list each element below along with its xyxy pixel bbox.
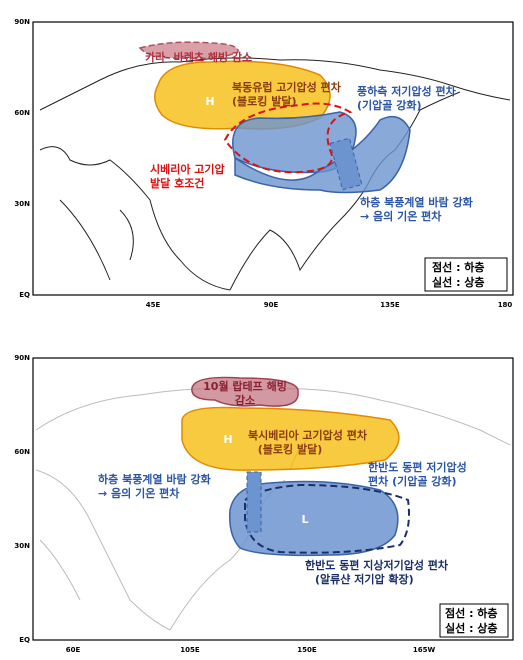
annotation: 북동유럽 고기압성 편차 xyxy=(232,80,342,94)
region xyxy=(244,483,410,554)
lat-label: 90N xyxy=(14,354,30,362)
annotation: 편차 (기압골 강화) xyxy=(368,474,457,488)
annotation: → 음의 기온 편차 xyxy=(98,486,180,500)
lat-label: 30N xyxy=(14,542,30,550)
annotation: 카라- 바렌츠 해빙 감소 xyxy=(145,50,252,64)
lon-label: 90E xyxy=(264,301,279,309)
lon-label: 45E xyxy=(146,301,161,309)
annotation: (블로킹 발달) xyxy=(258,442,322,456)
lat-label: EQ xyxy=(19,636,30,644)
annotation: 북시베리아 고기압성 편차 xyxy=(248,428,368,442)
annotation: (블로킹 발달) xyxy=(232,94,296,108)
legend-box xyxy=(439,603,509,638)
annotation: 한반도 동편 지상저기압성 편차 xyxy=(305,558,449,572)
lat-label: 60N xyxy=(14,448,30,456)
lat-label: 60N xyxy=(14,109,30,117)
region xyxy=(181,406,400,471)
annotation: L xyxy=(301,513,308,526)
lon-label: 165W xyxy=(413,646,436,654)
annotation: 하층 북풍계열 바람 강화 xyxy=(360,195,473,209)
annotation: (알류샨 저기압 확장) xyxy=(315,572,414,586)
lon-label: 60E xyxy=(66,646,81,654)
annotation: 시베리아 고기압 xyxy=(150,162,225,176)
annotation: 하층 북풍계열 바람 강화 xyxy=(98,472,211,486)
region xyxy=(138,41,239,60)
lat-label: 30N xyxy=(14,200,30,208)
annotation: 10월 랍테프 해빙 xyxy=(203,379,287,393)
annotation: (기압골 강화) xyxy=(357,98,421,112)
lon-label: 150E xyxy=(297,646,317,654)
lon-label: 180 xyxy=(498,301,513,309)
region xyxy=(246,471,262,533)
annotation: 풍하측 저기압성 편차 xyxy=(357,84,457,98)
coastline xyxy=(39,57,511,291)
legend-text: 점선 : 하층 xyxy=(432,260,485,274)
region xyxy=(228,480,399,557)
annotation: H xyxy=(205,95,214,108)
lon-label: 135E xyxy=(380,301,400,309)
lat-label: 90N xyxy=(14,18,30,26)
annotation: 발달 호조건 xyxy=(150,176,204,190)
legend-text: 점선 : 하층 xyxy=(445,606,498,620)
region xyxy=(329,137,363,191)
legend-box xyxy=(424,257,508,292)
legend-text: 실선 : 상층 xyxy=(432,275,485,289)
annotation: → 음의 기온 편차 xyxy=(360,209,442,223)
region xyxy=(191,376,299,407)
annotation: 감소 xyxy=(235,393,255,407)
lat-label: EQ xyxy=(19,291,30,299)
annotation: 한반도 동편 저기압성 xyxy=(368,460,467,474)
annotation: H xyxy=(223,433,232,446)
legend-text: 실선 : 상층 xyxy=(445,621,498,635)
lon-label: 105E xyxy=(180,646,200,654)
